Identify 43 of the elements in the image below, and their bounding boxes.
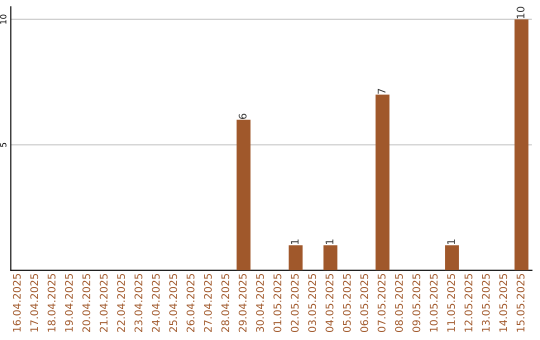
x-tick-label: 18.04.2025 — [48, 274, 56, 332]
x-tick-label: 23.04.2025 — [134, 274, 142, 332]
x-tick-label: 21.04.2025 — [100, 274, 108, 332]
bar — [288, 245, 303, 270]
data-label: 7 — [378, 88, 386, 94]
x-tick-label: 30.04.2025 — [256, 274, 264, 332]
y-tick-label: 5 — [0, 142, 6, 147]
x-tick-label: 01.05.2025 — [273, 274, 282, 332]
data-label: 1 — [290, 240, 299, 244]
x-tick-label: 20.04.2025 — [82, 274, 90, 332]
x-tick-label: 19.04.2025 — [65, 274, 73, 332]
data-label: 10 — [516, 6, 524, 18]
bar — [323, 245, 338, 270]
x-tick-label: 05.05.2025 — [342, 274, 351, 332]
x-tick-label: 28.04.2025 — [221, 274, 230, 332]
bar — [376, 94, 390, 270]
x-tick-label: 02.05.2025 — [290, 274, 299, 332]
x-tick-label: 15.05.2025 — [516, 274, 524, 332]
x-tick-label: 25.04.2025 — [169, 274, 178, 332]
data-label: 1 — [447, 240, 455, 244]
x-tick-label: 11.05.2025 — [447, 274, 456, 332]
x-tick-label: 04.05.2025 — [326, 274, 334, 332]
x-tick-label: 22.04.2025 — [117, 274, 125, 332]
x-tick-label: 29.04.2025 — [238, 274, 247, 332]
x-tick-label: 08.05.2025 — [395, 274, 403, 332]
x-tick-label: 14.05.2025 — [499, 274, 508, 332]
data-label: 1 — [326, 240, 334, 244]
x-tick-label: 27.04.2025 — [204, 274, 212, 332]
x-tick-label: 09.05.2025 — [412, 274, 420, 332]
x-tick-label: 17.04.2025 — [30, 274, 38, 332]
x-tick-label: 12.05.2025 — [464, 274, 472, 332]
x-tick-label: 06.05.2025 — [360, 274, 368, 332]
x-tick-label: 26.04.2025 — [186, 274, 194, 332]
data-label: 6 — [238, 114, 247, 119]
x-tick-label: 07.05.2025 — [378, 274, 386, 332]
bar — [236, 120, 251, 270]
bar — [445, 245, 459, 270]
x-tick-label: 03.05.2025 — [308, 274, 316, 332]
x-tick-label: 16.04.2025 — [12, 274, 21, 332]
x-tick-label: 13.05.2025 — [482, 274, 490, 332]
x-tick-label: 24.04.2025 — [152, 274, 160, 332]
bar — [514, 19, 528, 270]
x-tick-label: 10.05.2025 — [430, 274, 438, 332]
